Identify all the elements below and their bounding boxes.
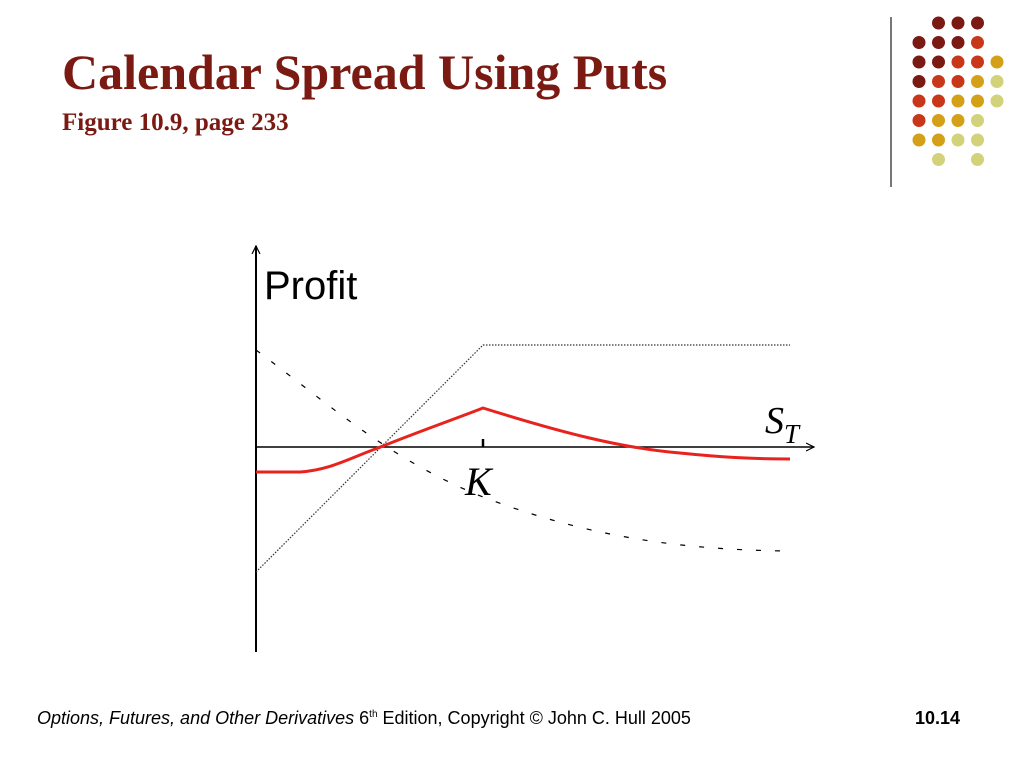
page-number: 10.14 bbox=[915, 708, 961, 728]
decorative-dot bbox=[912, 94, 926, 108]
decorative-dot bbox=[951, 55, 965, 69]
decorative-dot bbox=[990, 94, 1004, 108]
footer-edition-rest: Edition, Copyright © John C. Hull 2005 bbox=[377, 708, 691, 728]
long-put-payoff-line bbox=[255, 344, 790, 573]
x-axis-label-subscript: T bbox=[784, 419, 801, 449]
decorative-dot bbox=[932, 94, 945, 108]
decorative-dot bbox=[932, 55, 945, 69]
y-axis-label: Profit bbox=[264, 264, 357, 308]
decorative-dot bbox=[971, 36, 984, 49]
slide-subtitle: Figure 10.9, page 233 bbox=[62, 109, 289, 136]
decorative-dot bbox=[912, 133, 926, 147]
footer-edition-suffix: th bbox=[369, 709, 378, 720]
decorative-dot-grid bbox=[912, 16, 1004, 166]
decorative-dot bbox=[912, 36, 926, 49]
decorative-dot bbox=[951, 16, 965, 30]
footer-book-title: Options, Futures, and Other Derivatives bbox=[37, 708, 355, 728]
decorative-dot bbox=[971, 75, 984, 88]
decorative-dot bbox=[912, 114, 926, 127]
decorative-dot bbox=[932, 133, 945, 147]
decorative-dot bbox=[932, 36, 945, 49]
decorative-dot bbox=[971, 133, 984, 147]
decorative-dot bbox=[951, 114, 965, 127]
footer-citation: Options, Futures, and Other Derivatives … bbox=[37, 707, 691, 729]
decorative-dot bbox=[971, 114, 984, 127]
decorative-dot bbox=[951, 133, 965, 147]
decorative-dot bbox=[990, 75, 1004, 88]
strike-label: K bbox=[464, 459, 494, 504]
decorative-dot bbox=[971, 153, 984, 166]
profit-curve bbox=[256, 406, 791, 474]
decorative-dot bbox=[971, 55, 984, 69]
decorative-dot bbox=[990, 55, 1004, 69]
slide-title: Calendar Spread Using Puts bbox=[62, 44, 668, 100]
decorative-dot bbox=[951, 36, 965, 49]
x-axis-label: ST bbox=[765, 400, 801, 449]
decorative-dot bbox=[932, 153, 945, 166]
short-put-value-curve bbox=[255, 349, 791, 552]
decorative-dot bbox=[932, 114, 945, 127]
decorative-dot bbox=[932, 75, 945, 88]
footer-edition-number: 6 bbox=[359, 708, 370, 728]
title-divider bbox=[890, 17, 892, 187]
decorative-dot bbox=[971, 16, 984, 30]
decorative-dot bbox=[971, 94, 984, 108]
decorative-dot bbox=[951, 94, 965, 108]
x-axis-label-main: S bbox=[765, 400, 784, 442]
decorative-dot bbox=[912, 75, 926, 88]
decorative-dot bbox=[912, 55, 926, 69]
decorative-dot bbox=[932, 16, 945, 30]
decorative-dot bbox=[951, 75, 965, 88]
